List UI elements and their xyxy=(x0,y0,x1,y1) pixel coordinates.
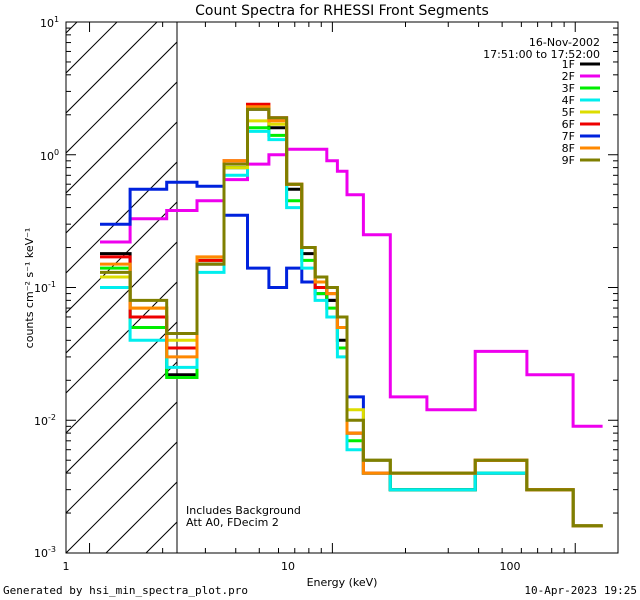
legend-label-7F: 7F xyxy=(562,130,575,143)
axis-ticks xyxy=(66,21,618,554)
y-tick-label-1e-1: 10-1 xyxy=(34,280,56,295)
series-line-2F xyxy=(100,147,603,428)
legend-label-4F: 4F xyxy=(562,94,575,107)
hatch-line xyxy=(0,0,106,553)
y-axis-label: counts cm⁻² s⁻¹ keV⁻¹ xyxy=(23,228,36,349)
legend-label-5F: 5F xyxy=(562,106,575,119)
hatch-line xyxy=(66,41,177,154)
hatch-line xyxy=(66,161,177,274)
annotation-attenuator: Att A0, FDecim 2 xyxy=(186,516,279,529)
x-tick-label-10: 10 xyxy=(281,560,295,573)
legend-label-2F: 2F xyxy=(562,70,575,83)
series-line-9F xyxy=(100,107,603,528)
hatch-line xyxy=(66,281,177,394)
hatch-line xyxy=(66,22,158,114)
hatch-line xyxy=(66,401,177,514)
time-range-label: 17:51:00 to 17:52:00 xyxy=(483,48,600,61)
hatch-line xyxy=(66,361,177,474)
date-label: 16-Nov-2002 xyxy=(529,36,600,49)
legend-label-3F: 3F xyxy=(562,82,575,95)
legend-label-9F: 9F xyxy=(562,154,575,167)
hatch-line xyxy=(66,441,177,553)
legend-label-1F: 1F xyxy=(562,58,575,71)
hatch-line xyxy=(66,22,118,74)
hatch-line xyxy=(66,81,177,194)
y-tick-label-1e0: 100 xyxy=(40,148,59,163)
x-axis-label: Energy (keV) xyxy=(307,576,378,589)
footer-timestamp: 10-Apr-2023 19:25 xyxy=(524,584,637,597)
y-tick-label-1e1: 101 xyxy=(40,15,59,30)
plot-frame xyxy=(65,21,619,554)
chart-title: Count Spectra for RHESSI Front Segments xyxy=(195,3,489,19)
y-tick-label-1e-3: 10-3 xyxy=(34,545,56,560)
hatch-line xyxy=(66,321,177,434)
hatch-line xyxy=(66,241,177,354)
hatch-line xyxy=(66,121,177,234)
x-tick-label-100: 100 xyxy=(500,560,521,573)
footer-generated-by: Generated by hsi_min_spectra_plot.pro xyxy=(3,584,249,597)
annotation-background: Includes Background xyxy=(186,504,301,517)
legend-label-8F: 8F xyxy=(562,142,575,155)
legend-label-6F: 6F xyxy=(562,118,575,131)
x-tick-label-1: 1 xyxy=(63,560,70,573)
hatch-line xyxy=(105,481,177,553)
y-tick-label-1e-2: 10-2 xyxy=(34,413,56,428)
series-lines xyxy=(100,102,603,528)
